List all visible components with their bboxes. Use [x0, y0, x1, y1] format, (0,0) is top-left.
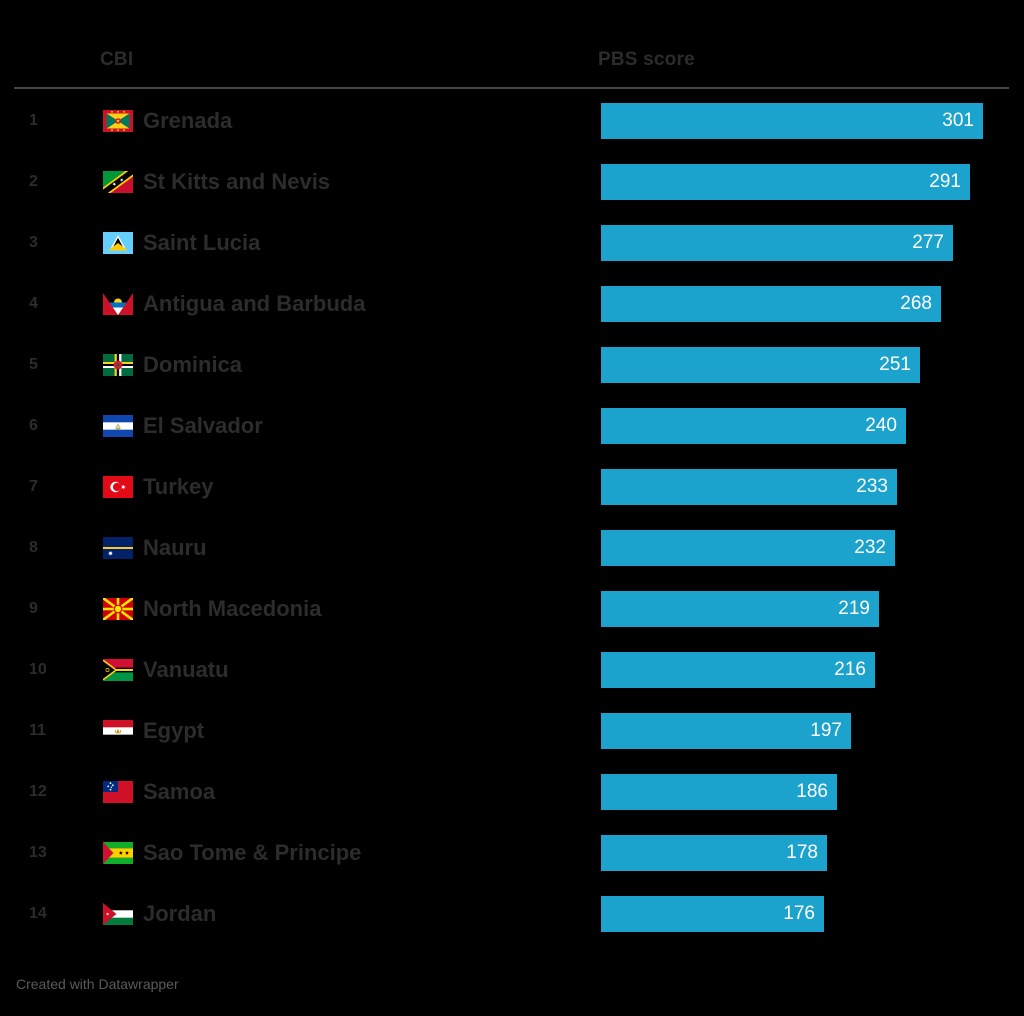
dominica-flag-icon — [103, 353, 133, 376]
country-label: El Salvador — [143, 412, 263, 438]
rank-label: 1 — [29, 111, 38, 129]
bar-rows: 1 Grenada 301 2 St Kitts and Nevis 291 3 — [0, 90, 1024, 944]
vanuatu-flag-icon — [103, 658, 133, 681]
score-value-label: 301 — [942, 110, 974, 131]
table-row: 5 Dominica 251 — [0, 334, 1024, 395]
score-bar[interactable]: 233 — [601, 468, 897, 505]
score-value-label: 176 — [783, 903, 815, 924]
score-value-label: 277 — [912, 232, 944, 253]
saint-lucia-flag-icon — [103, 231, 133, 254]
score-bar[interactable]: 176 — [601, 895, 824, 932]
grenada-flag-icon — [103, 109, 133, 132]
table-row: 2 St Kitts and Nevis 291 — [0, 151, 1024, 212]
score-bar[interactable]: 178 — [601, 834, 827, 871]
score-value-label: 232 — [854, 537, 886, 558]
nauru-flag-icon — [103, 536, 133, 559]
score-bar[interactable]: 232 — [601, 529, 895, 566]
rank-label: 13 — [29, 843, 47, 861]
rank-label: 4 — [29, 294, 38, 312]
score-value-label: 197 — [810, 720, 842, 741]
country-label: St Kitts and Nevis — [143, 168, 331, 194]
score-value-label: 178 — [786, 842, 818, 863]
table-row: 12 Samoa 186 — [0, 761, 1024, 822]
table-row: 4 Antigua and Barbuda 268 — [0, 273, 1024, 334]
score-bar[interactable]: 240 — [601, 407, 906, 444]
country-label: Vanuatu — [143, 656, 229, 682]
rank-label: 3 — [29, 233, 38, 251]
north-macedonia-flag-icon — [103, 597, 133, 620]
rank-label: 10 — [29, 660, 47, 678]
table-row: 3 Saint Lucia 277 — [0, 212, 1024, 273]
rank-label: 5 — [29, 355, 38, 373]
score-bar[interactable]: 277 — [601, 224, 953, 261]
rank-label: 9 — [29, 599, 38, 617]
el-salvador-flag-icon — [103, 414, 133, 437]
score-value-label: 186 — [796, 781, 828, 802]
sao-tome-principe-flag-icon — [103, 841, 133, 864]
rank-label: 14 — [29, 904, 47, 922]
antigua-barbuda-flag-icon — [103, 292, 133, 315]
table-row: 10 Vanuatu 216 — [0, 639, 1024, 700]
score-bar[interactable]: 219 — [601, 590, 879, 627]
score-value-label: 219 — [838, 598, 870, 619]
country-label: Samoa — [143, 778, 216, 804]
score-value-label: 251 — [879, 354, 911, 375]
score-bar[interactable]: 268 — [601, 285, 941, 322]
column-header-cbi: CBI — [100, 49, 134, 70]
score-value-label: 216 — [834, 659, 866, 680]
country-label: Egypt — [143, 717, 205, 743]
table-row: 9 North Macedonia 219 — [0, 578, 1024, 639]
country-label: Nauru — [143, 534, 207, 560]
table-row: 11 Egypt 197 — [0, 700, 1024, 761]
country-label: Antigua and Barbuda — [143, 290, 366, 316]
score-bar[interactable]: 197 — [601, 712, 851, 749]
rank-label: 12 — [29, 782, 47, 800]
table-row: 8 Nauru 232 — [0, 517, 1024, 578]
table-row: 13 Sao Tome & Principe 178 — [0, 822, 1024, 883]
score-bar[interactable]: 251 — [601, 346, 920, 383]
country-label: Dominica — [143, 351, 243, 377]
st-kitts-nevis-flag-icon — [103, 170, 133, 193]
score-value-label: 268 — [900, 293, 932, 314]
table-row: 7 Turkey 233 — [0, 456, 1024, 517]
table-row: 6 El Salvador 240 — [0, 395, 1024, 456]
country-label: Sao Tome & Principe — [143, 839, 362, 865]
table-row: 14 Jordan 176 — [0, 883, 1024, 944]
rank-label: 2 — [29, 172, 38, 190]
country-label: Jordan — [143, 900, 217, 926]
rank-label: 7 — [29, 477, 38, 495]
score-bar[interactable]: 301 — [601, 102, 983, 139]
header-divider — [14, 87, 1009, 89]
rank-label: 11 — [29, 721, 46, 739]
egypt-flag-icon — [103, 719, 133, 742]
score-value-label: 240 — [865, 415, 897, 436]
country-label: Grenada — [143, 107, 233, 133]
datawrapper-credit: Created with Datawrapper — [16, 976, 179, 992]
score-value-label: 291 — [929, 171, 961, 192]
column-header-pbs-score: PBS score — [598, 49, 695, 70]
country-label: Turkey — [143, 473, 214, 499]
score-bar[interactable]: 291 — [601, 163, 970, 200]
score-bar[interactable]: 216 — [601, 651, 875, 688]
country-label: Saint Lucia — [143, 229, 261, 255]
table-row: 1 Grenada 301 — [0, 90, 1024, 151]
jordan-flag-icon — [103, 902, 133, 925]
country-label: North Macedonia — [143, 595, 322, 621]
turkey-flag-icon — [103, 475, 133, 498]
rank-label: 6 — [29, 416, 38, 434]
score-bar[interactable]: 186 — [601, 773, 837, 810]
rank-label: 8 — [29, 538, 38, 556]
samoa-flag-icon — [103, 780, 133, 803]
score-value-label: 233 — [856, 476, 888, 497]
